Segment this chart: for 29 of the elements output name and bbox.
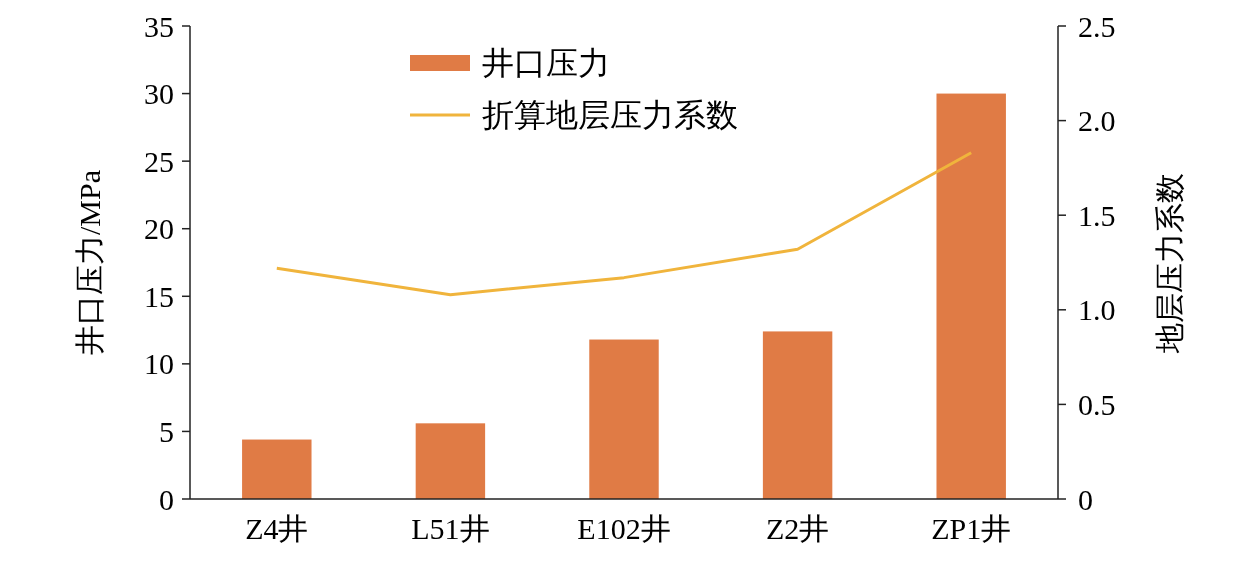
y2-tick-label: 1.0 (1078, 293, 1116, 327)
legend-label: 井口压力 (482, 45, 610, 82)
x-tick-label: L51井 (411, 512, 490, 545)
bar (242, 439, 312, 499)
y2-tick-label: 0.5 (1078, 387, 1116, 421)
bar (415, 423, 486, 499)
y-tick-label: 0 (159, 482, 174, 516)
y-tick-label: 30 (144, 77, 174, 111)
bar (589, 339, 659, 499)
y-tick-label: 10 (144, 347, 174, 381)
y-tick-label: 15 (144, 279, 174, 313)
x-tick-label: ZP1井 (931, 512, 1012, 545)
y2-tick-label: 0 (1078, 482, 1093, 516)
bar (762, 331, 833, 499)
bar (936, 93, 1006, 499)
y-tick-label: 5 (159, 414, 174, 448)
y-tick-label: 35 (144, 9, 174, 43)
legend-label: 折算地层压力系数 (482, 97, 738, 134)
x-tick-label: E102井 (577, 512, 671, 545)
y2-tick-label: 2.0 (1078, 104, 1116, 138)
y2-axis-title: 地层压力系数 (1153, 172, 1186, 354)
y2-tick-label: 2.5 (1078, 9, 1116, 43)
y-tick-label: 25 (144, 144, 174, 178)
x-tick-label: Z4井 (245, 512, 309, 545)
y2-tick-label: 1.5 (1078, 198, 1116, 232)
y-tick-label: 20 (144, 212, 174, 246)
x-tick-label: Z2井 (765, 512, 830, 545)
line-series (275, 151, 973, 297)
y-axis-title: 井口压力/MPa (73, 169, 106, 356)
